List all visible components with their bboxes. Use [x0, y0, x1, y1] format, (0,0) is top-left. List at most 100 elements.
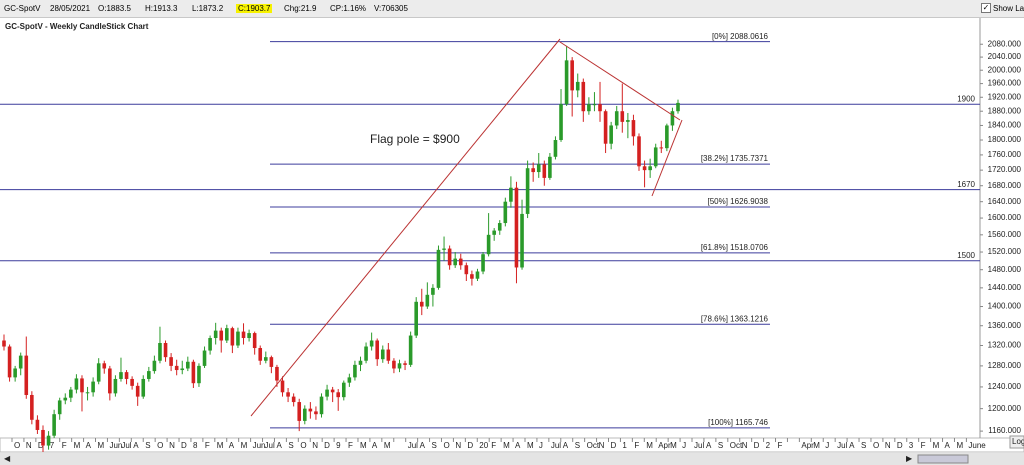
- x-tick-label: A: [849, 441, 855, 450]
- x-tick-label: D: [754, 441, 760, 450]
- x-tick-label: A: [945, 441, 951, 450]
- candle-body: [509, 187, 513, 202]
- candle-body: [492, 230, 496, 235]
- y-tick-label: 1240.000: [988, 382, 1022, 391]
- x-tick-label: D: [324, 441, 330, 450]
- y-tick-label: 1880.000: [988, 106, 1022, 115]
- candle-body: [525, 168, 530, 214]
- candle-body: [41, 429, 45, 446]
- candle-body: [609, 125, 613, 144]
- candle-body: [375, 340, 380, 360]
- candle-body: [280, 380, 285, 393]
- symbol: GC-SpotV: [4, 4, 41, 13]
- candle-body: [96, 363, 101, 382]
- x-tick-label: Oct: [730, 441, 743, 450]
- candle-body: [152, 360, 157, 372]
- y-tick-label: 2080.000: [988, 39, 1022, 48]
- x-tick-label: A: [372, 441, 378, 450]
- candle-body: [91, 381, 95, 393]
- candle-body: [380, 349, 385, 360]
- x-tick-label: F: [491, 441, 496, 450]
- candle-body: [436, 249, 441, 288]
- level-label: 1500: [957, 251, 975, 260]
- candle-body: [548, 156, 552, 178]
- candle-body: [581, 81, 586, 112]
- candle-body: [308, 408, 313, 412]
- candle-body: [592, 104, 597, 106]
- candle-body: [74, 378, 79, 390]
- y-tick-label: 1640.000: [988, 197, 1022, 206]
- candle-body: [264, 357, 268, 361]
- candle-body: [497, 223, 502, 231]
- x-tick-label: A: [276, 441, 282, 450]
- y-tick-label: 1200.000: [988, 404, 1022, 413]
- scroll-thumb[interactable]: [917, 454, 969, 464]
- x-tick-label: A: [563, 441, 569, 450]
- candle-body: [108, 368, 112, 394]
- candle-body: [414, 301, 418, 336]
- candle-body: [80, 378, 84, 393]
- candle-body: [514, 187, 519, 268]
- candle-body: [35, 419, 40, 430]
- candle-body: [603, 111, 608, 144]
- candle-body: [358, 360, 363, 365]
- chart-title: GC-SpotV - Weekly CandleStick Chart: [5, 22, 149, 31]
- show-last[interactable]: Show Last: [993, 4, 1024, 13]
- x-tick-label: N: [455, 441, 461, 450]
- x-tick-label: O: [157, 441, 163, 450]
- x-tick-label: N: [742, 441, 748, 450]
- x-tick-label: A: [420, 441, 426, 450]
- candle-body: [147, 371, 151, 379]
- candle-body: [347, 377, 352, 383]
- trend-line: [651, 119, 683, 197]
- log-label[interactable]: Log: [1012, 437, 1024, 446]
- change: Chg:21.9: [284, 4, 317, 13]
- trend-line: [250, 38, 561, 417]
- scroll-right[interactable]: ▶: [906, 454, 913, 463]
- y-tick-label: 1520.000: [988, 247, 1022, 256]
- x-tick-label: F: [921, 441, 926, 450]
- candle-body: [7, 346, 12, 378]
- x-tick-label: Oct: [587, 441, 600, 450]
- fib-label: [100%] 1165.746: [708, 418, 768, 427]
- candle-body: [186, 361, 190, 369]
- scroll-left[interactable]: ◀: [4, 454, 11, 463]
- low: L:1873.2: [192, 4, 224, 13]
- x-tick-label: M: [670, 441, 677, 450]
- candle-body: [676, 102, 680, 112]
- candle-body: [258, 348, 263, 361]
- candle-body: [174, 365, 179, 371]
- x-tick-label: S: [288, 441, 293, 450]
- candle-body: [614, 111, 619, 126]
- x-tick-label: M: [217, 441, 224, 450]
- candle-body: [598, 104, 602, 112]
- candle-body: [24, 355, 29, 395]
- x-tick-label: Jul: [694, 441, 704, 450]
- x-tick-label: M: [813, 441, 820, 450]
- candle-body: [225, 328, 229, 341]
- fib-label: [50%] 1626.9038: [708, 197, 769, 206]
- x-tick-label: A: [229, 441, 235, 450]
- scrollbar[interactable]: [0, 453, 1024, 465]
- candle-body: [637, 136, 641, 167]
- x-tick-label: F: [778, 441, 783, 450]
- y-tick-label: 1840.000: [988, 121, 1022, 130]
- candle-body: [531, 168, 535, 173]
- x-tick-label: Jul: [265, 441, 275, 450]
- log-button[interactable]: [1009, 435, 1024, 449]
- level-label: 1900: [957, 94, 975, 103]
- candle-body: [291, 396, 296, 403]
- y-tick-label: 1400.000: [988, 302, 1022, 311]
- annotation: Flag pole = $900: [370, 132, 460, 146]
- candle-body: [353, 364, 357, 378]
- candle-body: [219, 330, 224, 341]
- checkbox[interactable]: ✓: [981, 3, 991, 13]
- candle-body: [481, 254, 485, 272]
- candle-body: [297, 402, 302, 421]
- x-tick-label: 8: [193, 441, 198, 450]
- chart: ◀ ▶ Log GC-SpotV - Weekly CandleStick Ch…: [0, 18, 1024, 465]
- x-tick-label: Jul: [551, 441, 561, 450]
- x-tick-label: S: [145, 441, 150, 450]
- candle-body: [642, 166, 647, 171]
